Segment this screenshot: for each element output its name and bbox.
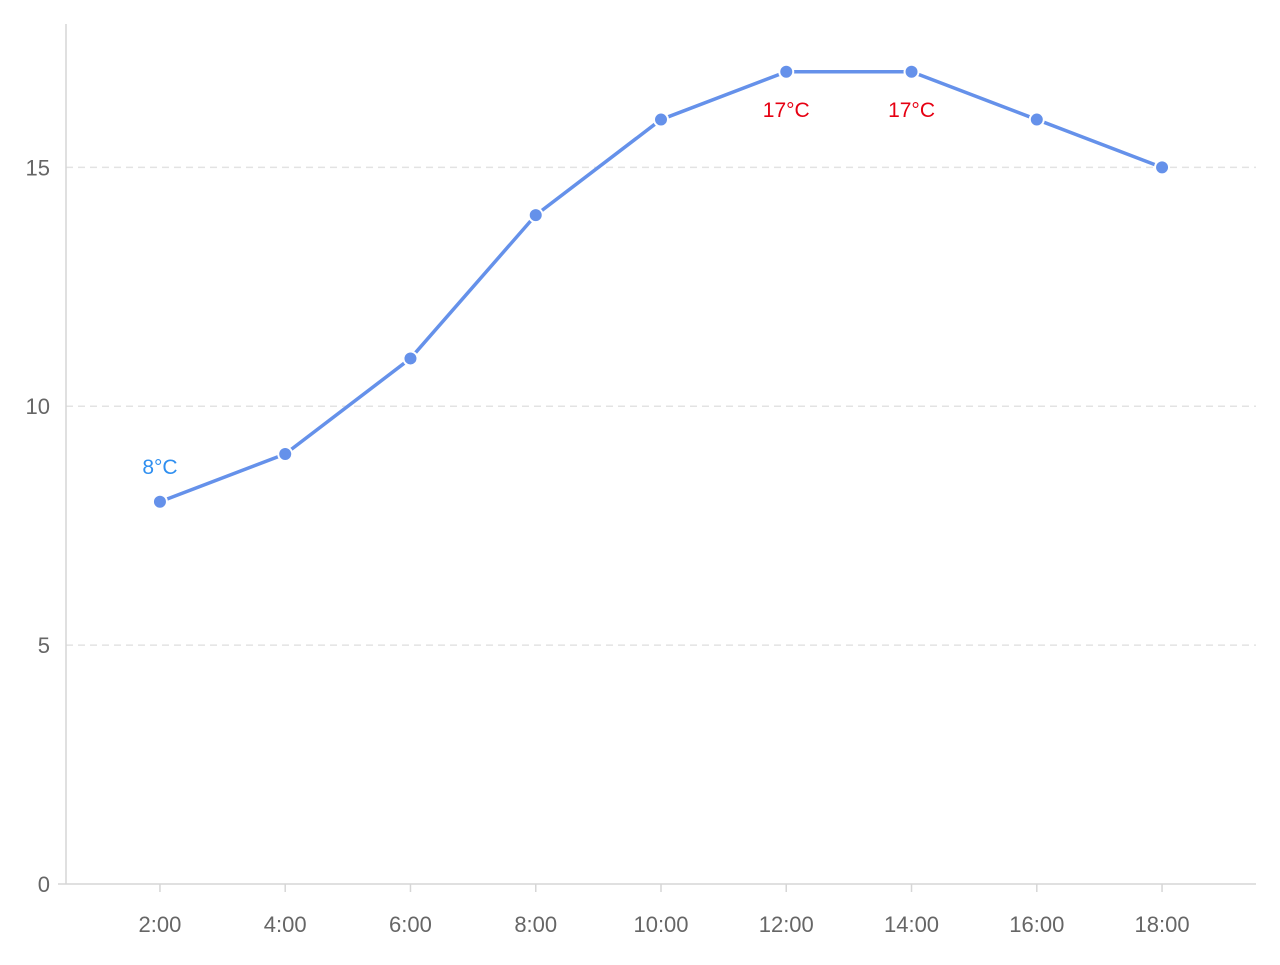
data-point <box>277 446 294 462</box>
x-tick-label: 10:00 <box>633 912 688 937</box>
x-tick-label: 12:00 <box>759 912 814 937</box>
data-point <box>778 63 795 80</box>
data-label: 17°C <box>888 99 935 122</box>
data-point <box>527 207 544 224</box>
data-label: 8°C <box>142 456 177 479</box>
x-tick-label: 14:00 <box>884 912 939 937</box>
data-point <box>402 350 419 367</box>
x-tick-label: 8:00 <box>514 912 557 937</box>
y-tick-label: 10 <box>26 394 50 419</box>
data-point <box>1028 111 1045 128</box>
series-line <box>158 70 1164 504</box>
x-tick-label: 6:00 <box>389 912 432 937</box>
data-point <box>903 63 920 80</box>
axis-layer: 0 5 10 15 2:00 4:00 6:00 8:00 10:00 12:00 14:00 16:… <box>26 24 1256 937</box>
data-label: 17°C <box>763 99 810 122</box>
data-point <box>653 111 669 128</box>
x-tick-label: 16:00 <box>1009 912 1064 937</box>
grid-layer <box>66 166 1256 646</box>
y-tick-label: 0 <box>38 872 50 897</box>
x-tick-label: 4:00 <box>264 912 307 937</box>
x-tick-label: 18:00 <box>1135 912 1190 937</box>
data-point <box>1154 159 1171 176</box>
y-tick-label: 5 <box>38 633 50 658</box>
data-point <box>151 493 168 510</box>
series-layer <box>151 63 1171 510</box>
y-tick-label: 15 <box>26 155 50 180</box>
x-tick-label: 2:00 <box>139 912 182 937</box>
label-layer: 8°C 17°C 17°C <box>142 99 935 479</box>
